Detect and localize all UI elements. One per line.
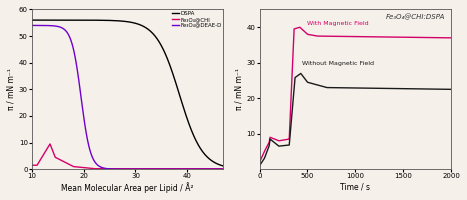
Legend: DSPA, Fe₃O₄@CHI, Fe₃O₄@DEAE-D: DSPA, Fe₃O₄@CHI, Fe₃O₄@DEAE-D bbox=[172, 11, 222, 28]
DSPA bbox=[39, 19, 44, 21]
DSPA bbox=[29, 19, 35, 21]
Fe₃O₄@CHI bbox=[180, 168, 186, 170]
X-axis label: Time / s: Time / s bbox=[340, 182, 370, 191]
Text: Without Magnetic Field: Without Magnetic Field bbox=[302, 61, 374, 66]
Fe₃O₄@CHI bbox=[47, 143, 53, 145]
Fe₃O₄@DEAE-D bbox=[215, 168, 220, 170]
Fe₃O₄@CHI bbox=[215, 168, 221, 170]
Fe₃O₄@CHI bbox=[215, 168, 221, 170]
Line: Fe₃O₄@DEAE-D: Fe₃O₄@DEAE-D bbox=[32, 25, 224, 169]
Fe₃O₄@CHI bbox=[91, 168, 97, 170]
DSPA bbox=[215, 163, 220, 165]
Line: Fe₃O₄@CHI: Fe₃O₄@CHI bbox=[32, 144, 224, 169]
DSPA bbox=[180, 104, 185, 106]
Fe₃O₄@DEAE-D bbox=[180, 168, 185, 170]
Fe₃O₄@CHI bbox=[29, 164, 35, 166]
Fe₃O₄@CHI bbox=[117, 168, 123, 170]
Text: Fe₃O₄@CHI:DSPA: Fe₃O₄@CHI:DSPA bbox=[386, 14, 446, 21]
Fe₃O₄@DEAE-D bbox=[117, 168, 123, 170]
DSPA bbox=[117, 20, 123, 22]
Fe₃O₄@DEAE-D bbox=[215, 168, 221, 170]
X-axis label: Mean Molecular Area per Lipid / Å²: Mean Molecular Area per Lipid / Å² bbox=[62, 182, 194, 193]
Fe₃O₄@DEAE-D bbox=[221, 168, 226, 170]
Fe₃O₄@DEAE-D bbox=[122, 168, 128, 170]
Fe₃O₄@CHI bbox=[39, 156, 44, 159]
DSPA bbox=[122, 20, 128, 23]
Fe₃O₄@CHI bbox=[122, 168, 128, 170]
Y-axis label: π / mN m⁻¹: π / mN m⁻¹ bbox=[234, 68, 244, 110]
Y-axis label: π / mN m⁻¹: π / mN m⁻¹ bbox=[7, 68, 16, 110]
Line: DSPA: DSPA bbox=[32, 20, 224, 166]
Fe₃O₄@DEAE-D bbox=[29, 24, 35, 27]
Text: With Magnetic Field: With Magnetic Field bbox=[307, 21, 369, 26]
DSPA bbox=[215, 163, 221, 165]
Fe₃O₄@CHI bbox=[221, 168, 226, 170]
DSPA bbox=[221, 165, 226, 167]
Fe₃O₄@DEAE-D bbox=[39, 24, 44, 27]
